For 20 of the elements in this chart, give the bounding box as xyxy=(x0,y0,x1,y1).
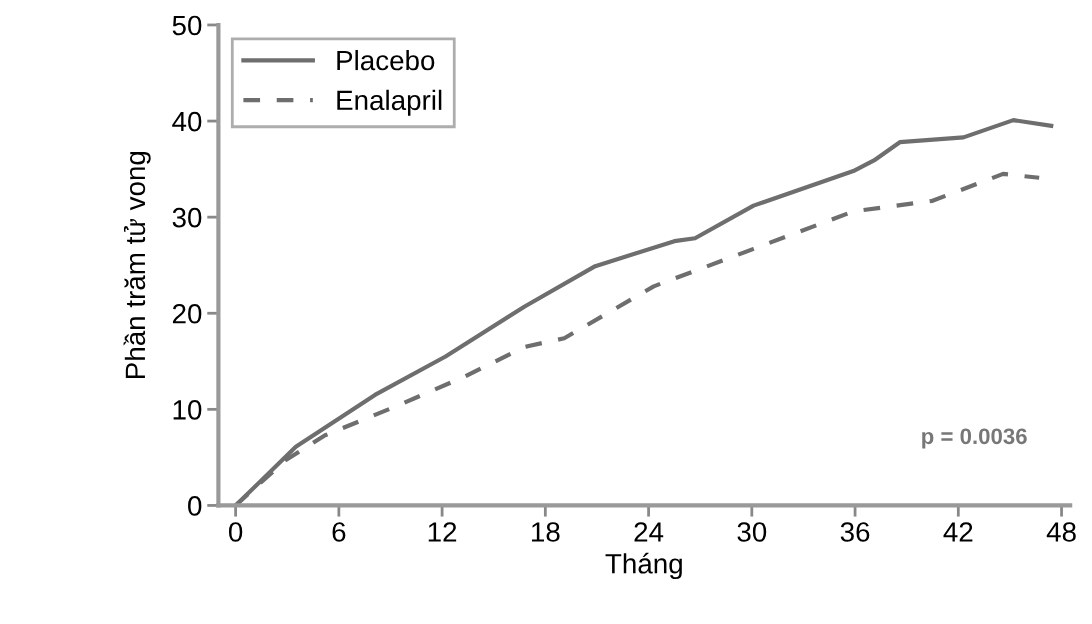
legend-label: Enalapril xyxy=(337,89,442,116)
x-tick-label: 24 xyxy=(634,522,664,542)
y-tick-label: 0 xyxy=(188,496,202,516)
y-tick-label: 20 xyxy=(172,303,202,324)
y-tick-label: 10 xyxy=(173,400,202,420)
y-axis-title: Phần trăm tử vong xyxy=(123,151,151,378)
y-tick-label: 40 xyxy=(172,111,202,132)
x-tick-label: 18 xyxy=(532,522,560,542)
x-tick-label: 36 xyxy=(840,522,870,542)
legend-label: Placebo xyxy=(337,49,435,71)
x-tick-label: 30 xyxy=(737,522,767,542)
x-axis-title: Tháng xyxy=(605,552,682,580)
x-tick-label: 42 xyxy=(943,522,973,542)
x-tick-label: 0 xyxy=(228,522,243,542)
x-tick-label: 12 xyxy=(428,522,457,542)
annotation: p = 0.0036 xyxy=(922,428,1027,449)
y-tick-label: 50 xyxy=(172,15,202,36)
x-tick-label: 48 xyxy=(1046,522,1076,542)
x-tick-label: 6 xyxy=(332,522,346,542)
y-tick-label: 30 xyxy=(172,207,202,228)
